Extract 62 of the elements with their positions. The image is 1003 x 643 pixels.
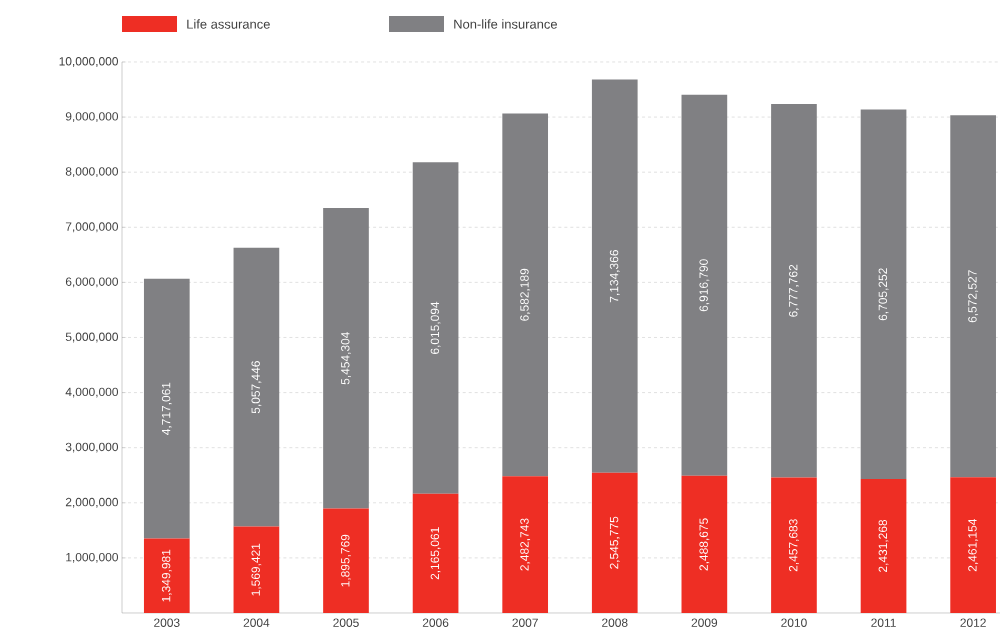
data-label: 6,777,762 <box>789 264 799 317</box>
data-label: 1,895,769 <box>341 534 351 587</box>
x-tick-label: 2003 <box>154 618 180 627</box>
bar <box>591 79 638 473</box>
y-tick-label: 4,000,000 <box>65 387 119 398</box>
x-tick-label: 2006 <box>422 618 449 627</box>
y-tick-label: 7,000,000 <box>65 222 119 233</box>
data-label: 1,569,421 <box>251 543 262 596</box>
bar <box>591 472 638 613</box>
bar <box>950 115 996 478</box>
x-tick-label: 2009 <box>691 618 718 627</box>
x-tick-label: 2010 <box>781 618 807 627</box>
legend-label: Non-life insurance <box>454 19 557 29</box>
bar <box>412 162 459 494</box>
data-label: 2,545,775 <box>609 516 620 569</box>
x-tick-label: 2011 <box>871 618 896 627</box>
data-label: 2,457,683 <box>789 519 799 572</box>
data-label: 5,057,446 <box>251 361 262 414</box>
y-tick-label: 9,000,000 <box>65 112 119 123</box>
data-label: 2,488,675 <box>699 518 710 571</box>
data-label: 6,015,094 <box>430 301 441 354</box>
bar <box>771 104 817 478</box>
bar <box>860 479 907 613</box>
bar <box>860 109 907 480</box>
bar <box>502 476 549 613</box>
bar <box>323 508 369 613</box>
bar <box>502 113 549 477</box>
data-label: 6,582,189 <box>520 268 531 321</box>
y-tick-label: 2,000,000 <box>65 497 119 508</box>
data-label: 2,461,154 <box>968 518 979 572</box>
y-tick-label: 10,000,000 <box>59 57 119 67</box>
y-tick-label: 8,000,000 <box>65 167 119 178</box>
data-label: 4,717,061 <box>161 382 172 435</box>
y-tick-label: 6,000,000 <box>65 277 119 288</box>
data-label: 6,705,252 <box>878 268 889 321</box>
bar <box>771 477 817 613</box>
data-label: 2,482,743 <box>520 518 531 571</box>
bar <box>233 247 280 527</box>
data-label: 7,134,366 <box>609 250 620 303</box>
data-label: 6,572,527 <box>968 270 979 323</box>
x-tick-label: 2005 <box>333 618 359 627</box>
data-label: 2,165,061 <box>430 527 441 580</box>
x-tick-label: 2004 <box>243 618 270 627</box>
data-label: 5,454,304 <box>341 332 351 385</box>
bar <box>323 207 369 509</box>
bar <box>950 477 996 613</box>
y-tick-label: 3,000,000 <box>65 442 119 453</box>
x-tick-label: 2008 <box>602 618 628 627</box>
data-label: 2,431,268 <box>878 519 889 572</box>
x-tick-label: 2012 <box>960 618 986 627</box>
bar <box>143 538 190 613</box>
bar <box>143 278 190 539</box>
x-tick-label: 2007 <box>512 618 538 627</box>
data-label: 1,349,981 <box>161 549 172 602</box>
bar <box>681 475 728 613</box>
bar <box>233 526 280 613</box>
data-label: 6,916,790 <box>699 259 710 312</box>
bar <box>681 94 728 476</box>
y-tick-label: 5,000,000 <box>65 332 119 343</box>
legend-label: Life assurance <box>187 19 270 29</box>
y-tick-label: 1,000,000 <box>66 552 119 563</box>
bar <box>412 493 459 613</box>
